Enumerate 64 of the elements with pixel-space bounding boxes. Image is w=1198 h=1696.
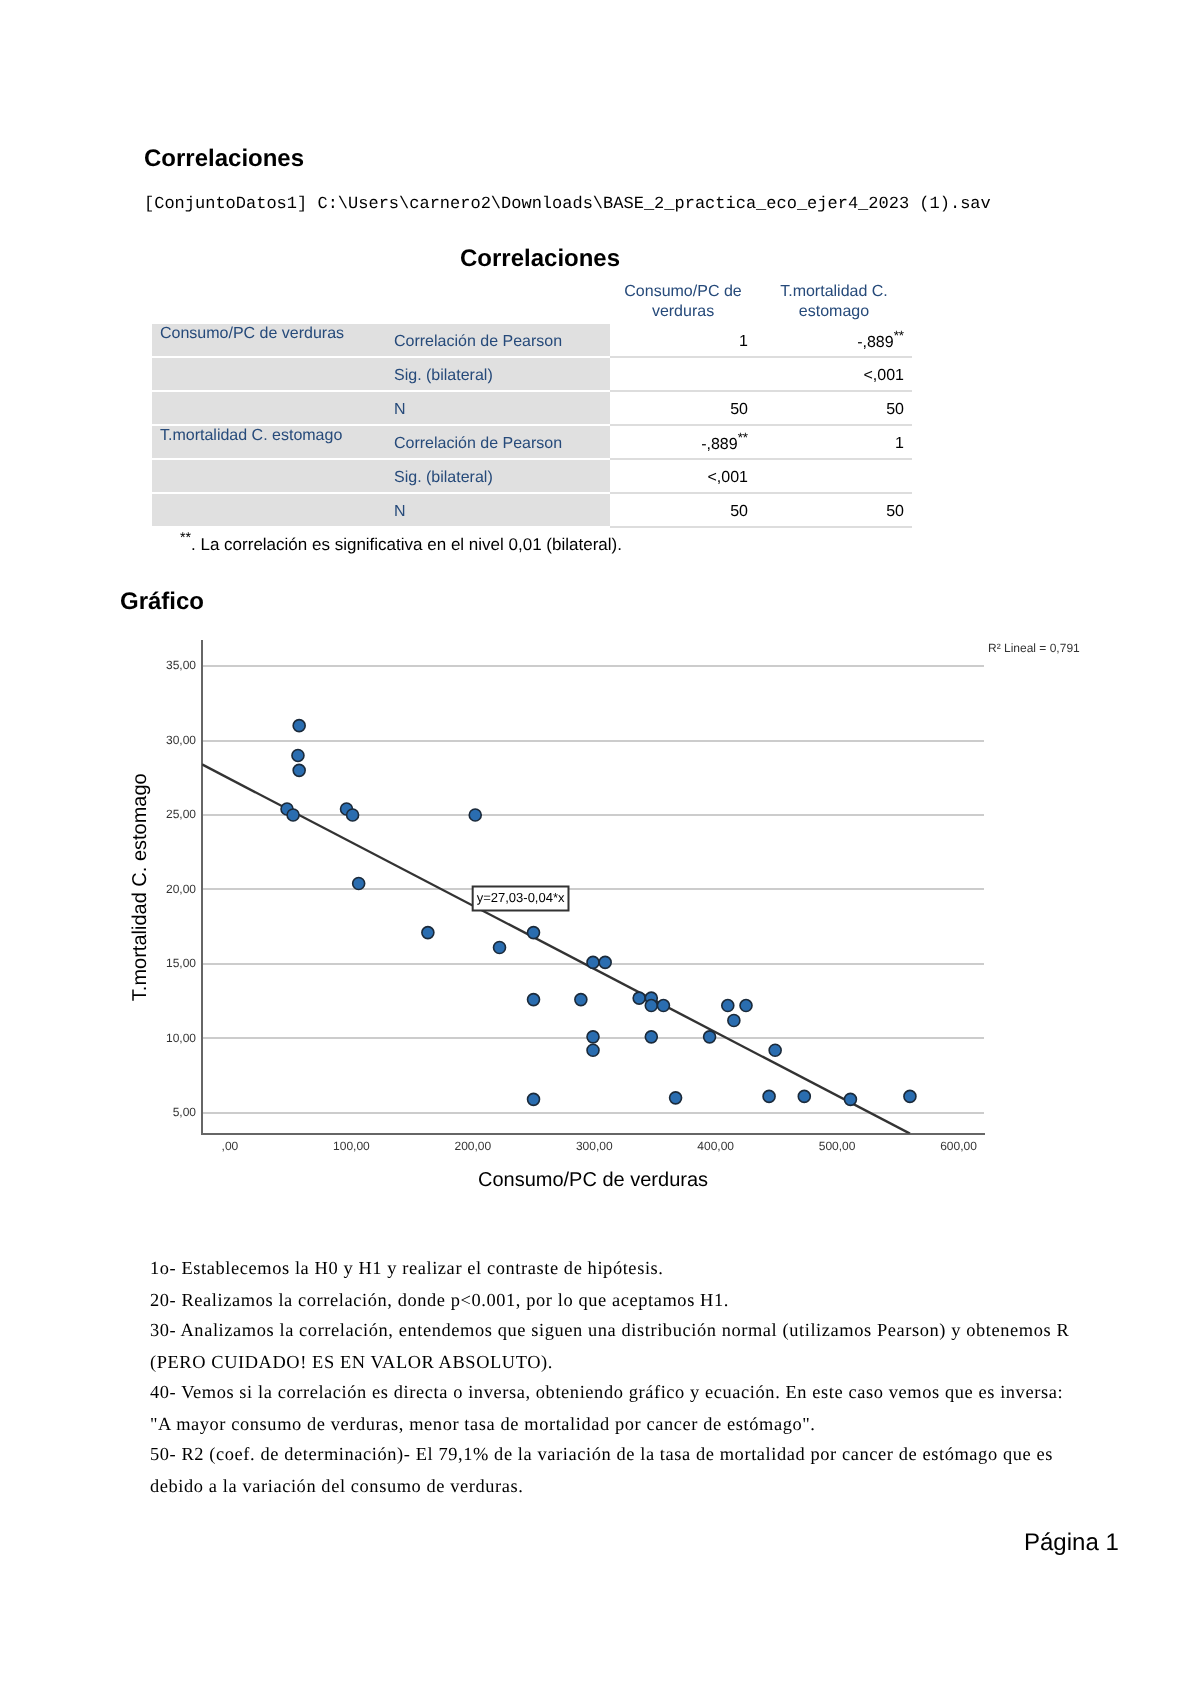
point xyxy=(292,718,306,733)
point xyxy=(286,808,300,822)
text: 1o- Establecemos la H0 y H1 y realizar el contraste de hipótesis. xyxy=(150,1256,666,1282)
point xyxy=(797,1089,812,1104)
text: <,001 xyxy=(610,459,756,493)
text: Correlaciones xyxy=(460,244,621,272)
text: Consumo/PC de verduras xyxy=(622,280,744,324)
point xyxy=(292,763,306,778)
text: 50 xyxy=(610,391,756,425)
point xyxy=(468,808,483,822)
point xyxy=(739,998,753,1013)
point xyxy=(586,1043,600,1058)
text: -,889$^{**}$ xyxy=(610,425,756,459)
point xyxy=(903,1089,917,1104)
point xyxy=(526,1092,541,1107)
point xyxy=(632,991,646,1005)
text: Página 1 xyxy=(1024,1528,1119,1556)
point xyxy=(492,940,507,955)
text: N xyxy=(386,493,610,527)
point xyxy=(644,1030,659,1044)
x-axis-title: Consumo/PC de verduras xyxy=(477,1169,709,1192)
text: $^{**}$. La correlación es significativa en el nivel 0,01 (bilateral). xyxy=(180,530,622,554)
text: 50 xyxy=(756,391,912,425)
text: 30- Analizamos la correlación, entendemos que siguen una distribución normal (utilizamos Pearson) y obtenemos R (PERO CUIDADO! ES EN VALOR ABSOLUTO). xyxy=(150,1318,1072,1376)
point xyxy=(351,876,366,891)
point xyxy=(526,925,541,940)
point xyxy=(702,1030,717,1044)
text: Sig. (bilateral) xyxy=(386,357,610,391)
point xyxy=(843,1092,858,1107)
point xyxy=(574,992,588,1007)
point xyxy=(644,998,659,1013)
point xyxy=(586,1030,600,1044)
point xyxy=(586,955,600,970)
point xyxy=(668,1091,683,1105)
text: 20- Realizamos la correlación, donde p<0.001, por lo que aceptamos H1. xyxy=(150,1287,731,1314)
point xyxy=(526,992,541,1007)
text: T.mortalidad C. estomago xyxy=(778,280,890,324)
text: 1 xyxy=(610,324,756,357)
point xyxy=(291,748,305,763)
text: T.mortalidad C. estomago xyxy=(152,425,386,459)
point xyxy=(762,1089,776,1104)
text: Correlación de Pearson xyxy=(386,425,610,459)
text: -,889$^{**}$ xyxy=(756,324,912,357)
text: Correlación de Pearson xyxy=(386,324,610,357)
point xyxy=(727,1013,741,1028)
text: N xyxy=(386,391,610,425)
y-axis-title: T.mortalidad C. estomago xyxy=(129,772,152,1002)
text: [ConjuntoDatos1] C:\Users\carnero2\Downloads\BASE_2_practica_eco_ejer4_2023 (1).sav xyxy=(144,194,991,214)
text: 50 xyxy=(756,493,912,527)
chart-title: Gráfico xyxy=(120,587,205,616)
point xyxy=(598,955,612,970)
text: 1 xyxy=(756,425,912,459)
text: 50 xyxy=(610,493,756,527)
text: <,001 xyxy=(756,357,912,391)
point xyxy=(721,998,735,1013)
text: Consumo/PC de verduras xyxy=(152,324,386,357)
text: 50- R2 (coef. de determinación)- El 79,1% de la variación de la tasa de mortalidad por cancer de estómago que es debido a la variación del consumo de verduras. xyxy=(150,1442,1055,1499)
text: Sig. (bilateral) xyxy=(386,459,610,493)
point xyxy=(768,1043,782,1058)
text: 40- Vemos si la correlación es directa o inversa, obteniendo gráfico y ecuación. En este caso vemos que es inversa: "A mayor consumo de verduras, menor tasa de mortalidad por cancer de estómago". xyxy=(150,1380,1066,1438)
point xyxy=(656,998,671,1013)
point xyxy=(421,925,435,940)
text: Correlaciones xyxy=(144,144,305,172)
point xyxy=(345,808,360,822)
